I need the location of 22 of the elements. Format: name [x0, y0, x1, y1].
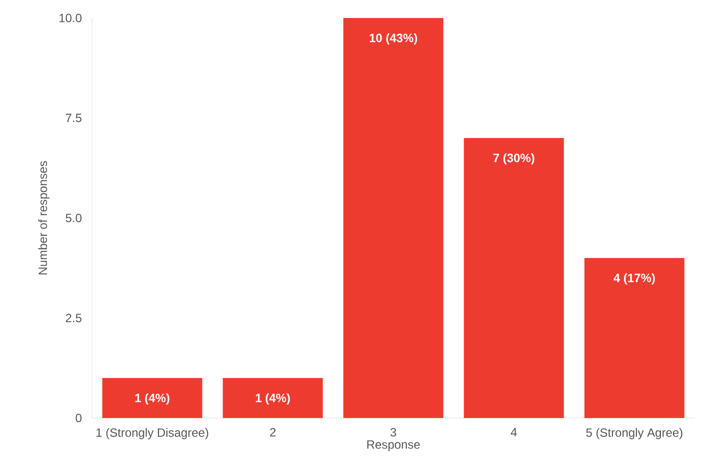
x-axis-title: Response [367, 440, 420, 452]
x-tick-label: 4 [510, 428, 517, 436]
data-label: 1 (4%) [256, 393, 290, 405]
data-label: 10 (43%) [370, 33, 418, 45]
x-tick-label: 1 (Strongly Disagree) [96, 428, 208, 440]
data-label: 1 (4%) [135, 393, 170, 405]
data-label: 4 (17%) [614, 273, 655, 285]
bar [584, 258, 684, 418]
x-tick-label: 2 [270, 428, 276, 436]
y-axis-title: Number of responses [38, 161, 50, 274]
x-tick-label: 3 [390, 428, 396, 437]
bar [464, 138, 564, 418]
y-tick-label: 10.0 [60, 14, 82, 22]
bar [102, 378, 202, 418]
y-tick-label: 5.0 [66, 214, 82, 222]
data-label: 7 (30%) [493, 153, 534, 165]
bar [222, 378, 323, 418]
y-tick-label: 7.5 [66, 114, 82, 122]
x-tick-label: 5 (Strongly Agree) [586, 428, 682, 440]
y-tick-label: 2.5 [66, 314, 82, 322]
y-tick-label: 0 [76, 414, 82, 422]
bar [343, 18, 444, 418]
